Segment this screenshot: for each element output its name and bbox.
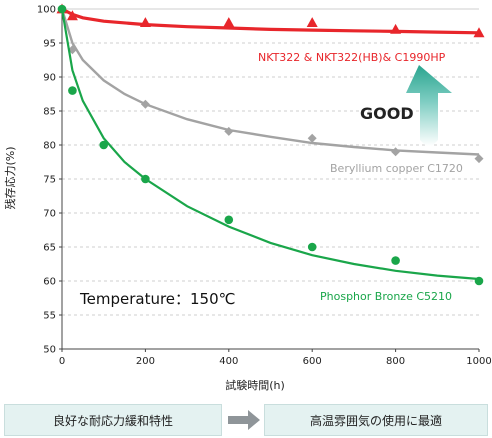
feature-box-right: 高温雰囲気の使用に最適 xyxy=(264,404,488,436)
x-tick-label-600: 600 xyxy=(303,356,322,367)
data-point-circle xyxy=(68,86,77,95)
feature-box-left: 良好な耐応力緩和特性 xyxy=(4,404,222,436)
data-point-diamond xyxy=(307,133,317,143)
y-tick-labels: 50 55 60 65 70 75 80 85 90 95 100 xyxy=(37,5,56,356)
y-tick-label-50: 50 xyxy=(43,345,56,356)
footer-bar: 良好な耐応力緩和特性 高温雰囲気の使用に最適 xyxy=(0,402,492,438)
fit-curve-2 xyxy=(60,8,480,281)
data-point-circle xyxy=(141,174,150,184)
y-tick-label-100: 100 xyxy=(37,5,56,16)
data-point-circle xyxy=(391,256,400,265)
good-label: GOOD xyxy=(360,104,414,123)
y-tick-label-60: 60 xyxy=(43,277,56,288)
y-tick-label-80: 80 xyxy=(43,141,56,152)
x-tick-label-800: 800 xyxy=(386,356,405,367)
temperature-label: Temperature：150℃ xyxy=(79,290,236,308)
data-point-triangle xyxy=(306,17,318,27)
stress-relaxation-chart: 50 55 60 65 70 75 80 85 90 95 100 0 200 400 600 800 100… xyxy=(3,3,492,392)
y-tick-label-90: 90 xyxy=(43,73,56,84)
data-point-triangle xyxy=(223,17,235,27)
y-tick-label-85: 85 xyxy=(43,107,56,118)
y-tick-label-55: 55 xyxy=(43,311,56,322)
data-point-diamond xyxy=(474,154,484,164)
data-point-diamond xyxy=(391,147,401,157)
x-tick-label-0: 0 xyxy=(59,356,65,367)
y-tick-label-70: 70 xyxy=(43,209,56,220)
x-tick-labels: 0 200 400 600 800 1000 xyxy=(59,356,492,367)
data-point-circle xyxy=(224,215,234,225)
y-tick-label-75: 75 xyxy=(43,175,56,186)
grid-lines xyxy=(62,8,479,316)
data-point-triangle xyxy=(66,10,78,21)
series-label-nkt322: NKT322 & NKT322(HB)& C1990HP xyxy=(258,51,446,64)
data-point-triangle xyxy=(390,23,402,34)
data-point-circle xyxy=(307,242,317,252)
good-arrow-icon xyxy=(406,65,452,146)
series-2 xyxy=(57,4,484,286)
y-tick-label-95: 95 xyxy=(43,39,56,50)
data-point-circle xyxy=(474,276,484,286)
x-axis-label: 試験時間(h) xyxy=(225,378,285,392)
fit-curve-1 xyxy=(60,8,480,156)
data-point-circle xyxy=(57,4,67,14)
data-point-triangle xyxy=(473,27,485,38)
data-point-diamond xyxy=(224,126,234,136)
fit-curve-0 xyxy=(61,7,480,35)
series-label-beryllium: Beryllium copper C1720 xyxy=(330,162,463,175)
x-tick-label-1000: 1000 xyxy=(466,356,491,367)
series-label-phosphor-bronze: Phosphor Bronze C5210 xyxy=(320,290,452,303)
data-point-triangle xyxy=(139,17,151,27)
x-tick-label-400: 400 xyxy=(219,356,238,367)
x-tick-label-200: 200 xyxy=(136,356,155,367)
right-arrow-icon xyxy=(228,410,260,430)
data-point-diamond xyxy=(140,99,150,109)
y-tick-label-65: 65 xyxy=(43,243,56,254)
series-layer xyxy=(56,3,485,286)
data-point-circle xyxy=(99,140,108,150)
y-axis-label: 残存応力(%) xyxy=(3,146,17,209)
